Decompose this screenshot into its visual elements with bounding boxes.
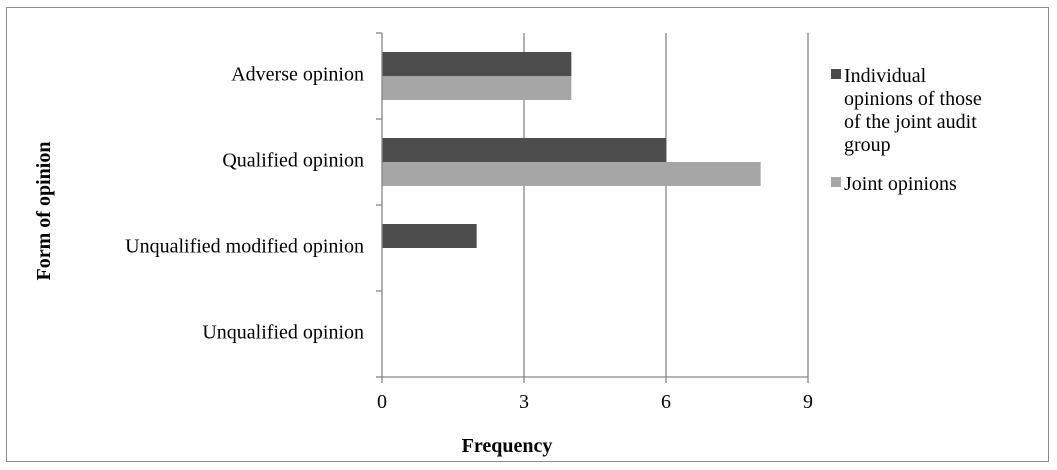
bar: [382, 138, 666, 162]
bar: [382, 162, 761, 186]
x-tick-label: 3: [519, 391, 529, 413]
chart-frame: Adverse opinion Qualified opinion Unqualif…: [6, 7, 1049, 462]
x-tick-labels: 0 3 6 9: [377, 391, 813, 413]
legend-label: of the joint audit: [844, 111, 977, 133]
y-axis-title: Form of opinion: [33, 142, 55, 281]
legend-label: Individual: [844, 65, 927, 87]
bar-chart: Adverse opinion Qualified opinion Unqualif…: [33, 32, 982, 457]
category-label: Unqualified opinion: [202, 322, 364, 344]
bar: [382, 224, 477, 248]
category-label: Adverse opinion: [231, 64, 364, 86]
x-tick-label: 0: [377, 391, 387, 413]
bar: [382, 76, 572, 100]
category-labels: Adverse opinion Qualified opinion Unqualif…: [125, 64, 364, 344]
legend-label: opinions of those: [844, 88, 982, 110]
category-label: Qualified opinion: [222, 150, 364, 172]
bar: [382, 52, 572, 76]
x-tick-label: 9: [803, 391, 813, 413]
legend-swatch: [831, 69, 841, 79]
legend-label: group: [844, 134, 891, 156]
axes: [376, 32, 809, 383]
category-label: Unqualified modified opinion: [125, 236, 364, 258]
legend-label: Joint opinions: [844, 173, 957, 195]
bars: [382, 52, 761, 248]
legend-swatch: [831, 177, 841, 187]
x-axis-title: Frequency: [462, 435, 553, 457]
x-tick-label: 6: [661, 391, 671, 413]
